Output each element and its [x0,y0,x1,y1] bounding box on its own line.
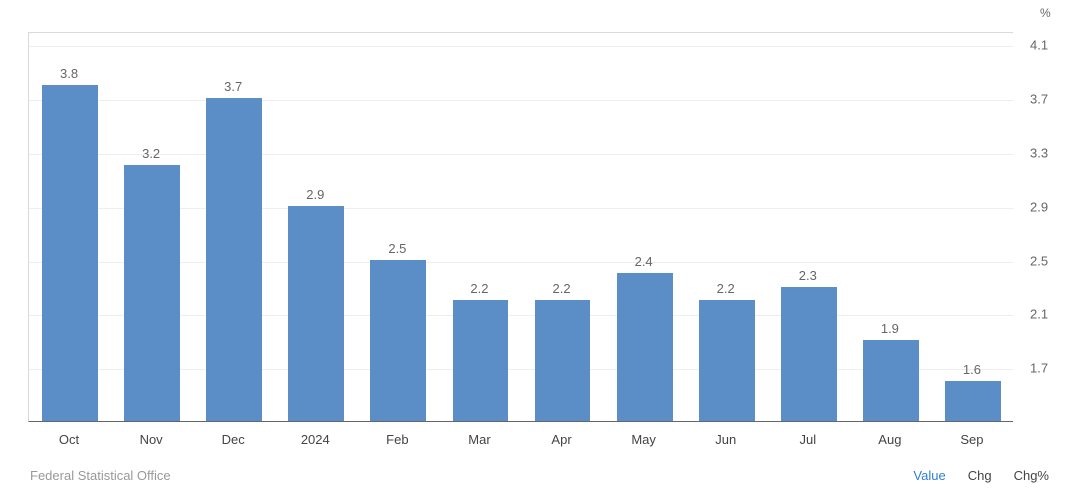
x-tick-label: Oct [59,432,79,447]
x-tick-label: Feb [386,432,408,447]
y-tick-label: 2.1 [1030,307,1048,322]
x-tick-label: 2024 [301,432,330,447]
y-axis-unit: % [1040,6,1051,20]
bar[interactable] [206,98,262,421]
bar[interactable] [781,287,837,421]
bar-value-label: 2.2 [470,281,488,296]
bar-value-label: 2.4 [635,254,653,269]
y-tick-label: 2.5 [1030,253,1048,268]
bar[interactable] [124,165,180,421]
bar-value-label: 2.5 [388,241,406,256]
y-tick-label: 2.9 [1030,199,1048,214]
tab-value[interactable]: Value [913,468,945,483]
bar-value-label: 1.9 [881,321,899,336]
bar[interactable] [42,85,98,421]
y-tick-label: 1.7 [1030,361,1048,376]
bar-value-label: 1.6 [963,362,981,377]
bar-value-label: 3.2 [142,146,160,161]
y-tick-label: 4.1 [1030,38,1048,53]
x-tick-label: Apr [551,432,571,447]
bar[interactable] [535,300,591,421]
x-tick-label: Jul [799,432,816,447]
chart-container: % Federal Statistical Office Value Chg Chg… [0,0,1069,503]
x-tick-label: Jun [715,432,736,447]
gridline [29,100,1013,101]
bar-value-label: 2.2 [717,281,735,296]
chart-footer: Federal Statistical Office Value Chg Chg% [30,468,1049,483]
x-tick-label: Mar [468,432,490,447]
bar[interactable] [863,340,919,421]
gridline [29,46,1013,47]
bar[interactable] [370,260,426,421]
y-tick-label: 3.7 [1030,92,1048,107]
bar[interactable] [699,300,755,421]
bar-value-label: 3.8 [60,66,78,81]
y-tick-label: 3.3 [1030,146,1048,161]
bar[interactable] [945,381,1001,421]
tab-chgpct[interactable]: Chg% [1014,468,1049,483]
bar-value-label: 2.2 [552,281,570,296]
bar-value-label: 2.9 [306,187,324,202]
bar-value-label: 3.7 [224,79,242,94]
x-tick-label: Sep [960,432,983,447]
x-tick-label: May [631,432,656,447]
x-tick-label: Nov [140,432,163,447]
gridline [29,154,1013,155]
metric-tabs: Value Chg Chg% [913,468,1049,483]
bar[interactable] [453,300,509,421]
bar[interactable] [617,273,673,421]
bar-value-label: 2.3 [799,268,817,283]
plot-area [28,32,1013,422]
x-tick-label: Aug [878,432,901,447]
bar[interactable] [288,206,344,421]
x-tick-label: Dec [222,432,245,447]
tab-chg[interactable]: Chg [968,468,992,483]
source-attribution: Federal Statistical Office [30,468,171,483]
